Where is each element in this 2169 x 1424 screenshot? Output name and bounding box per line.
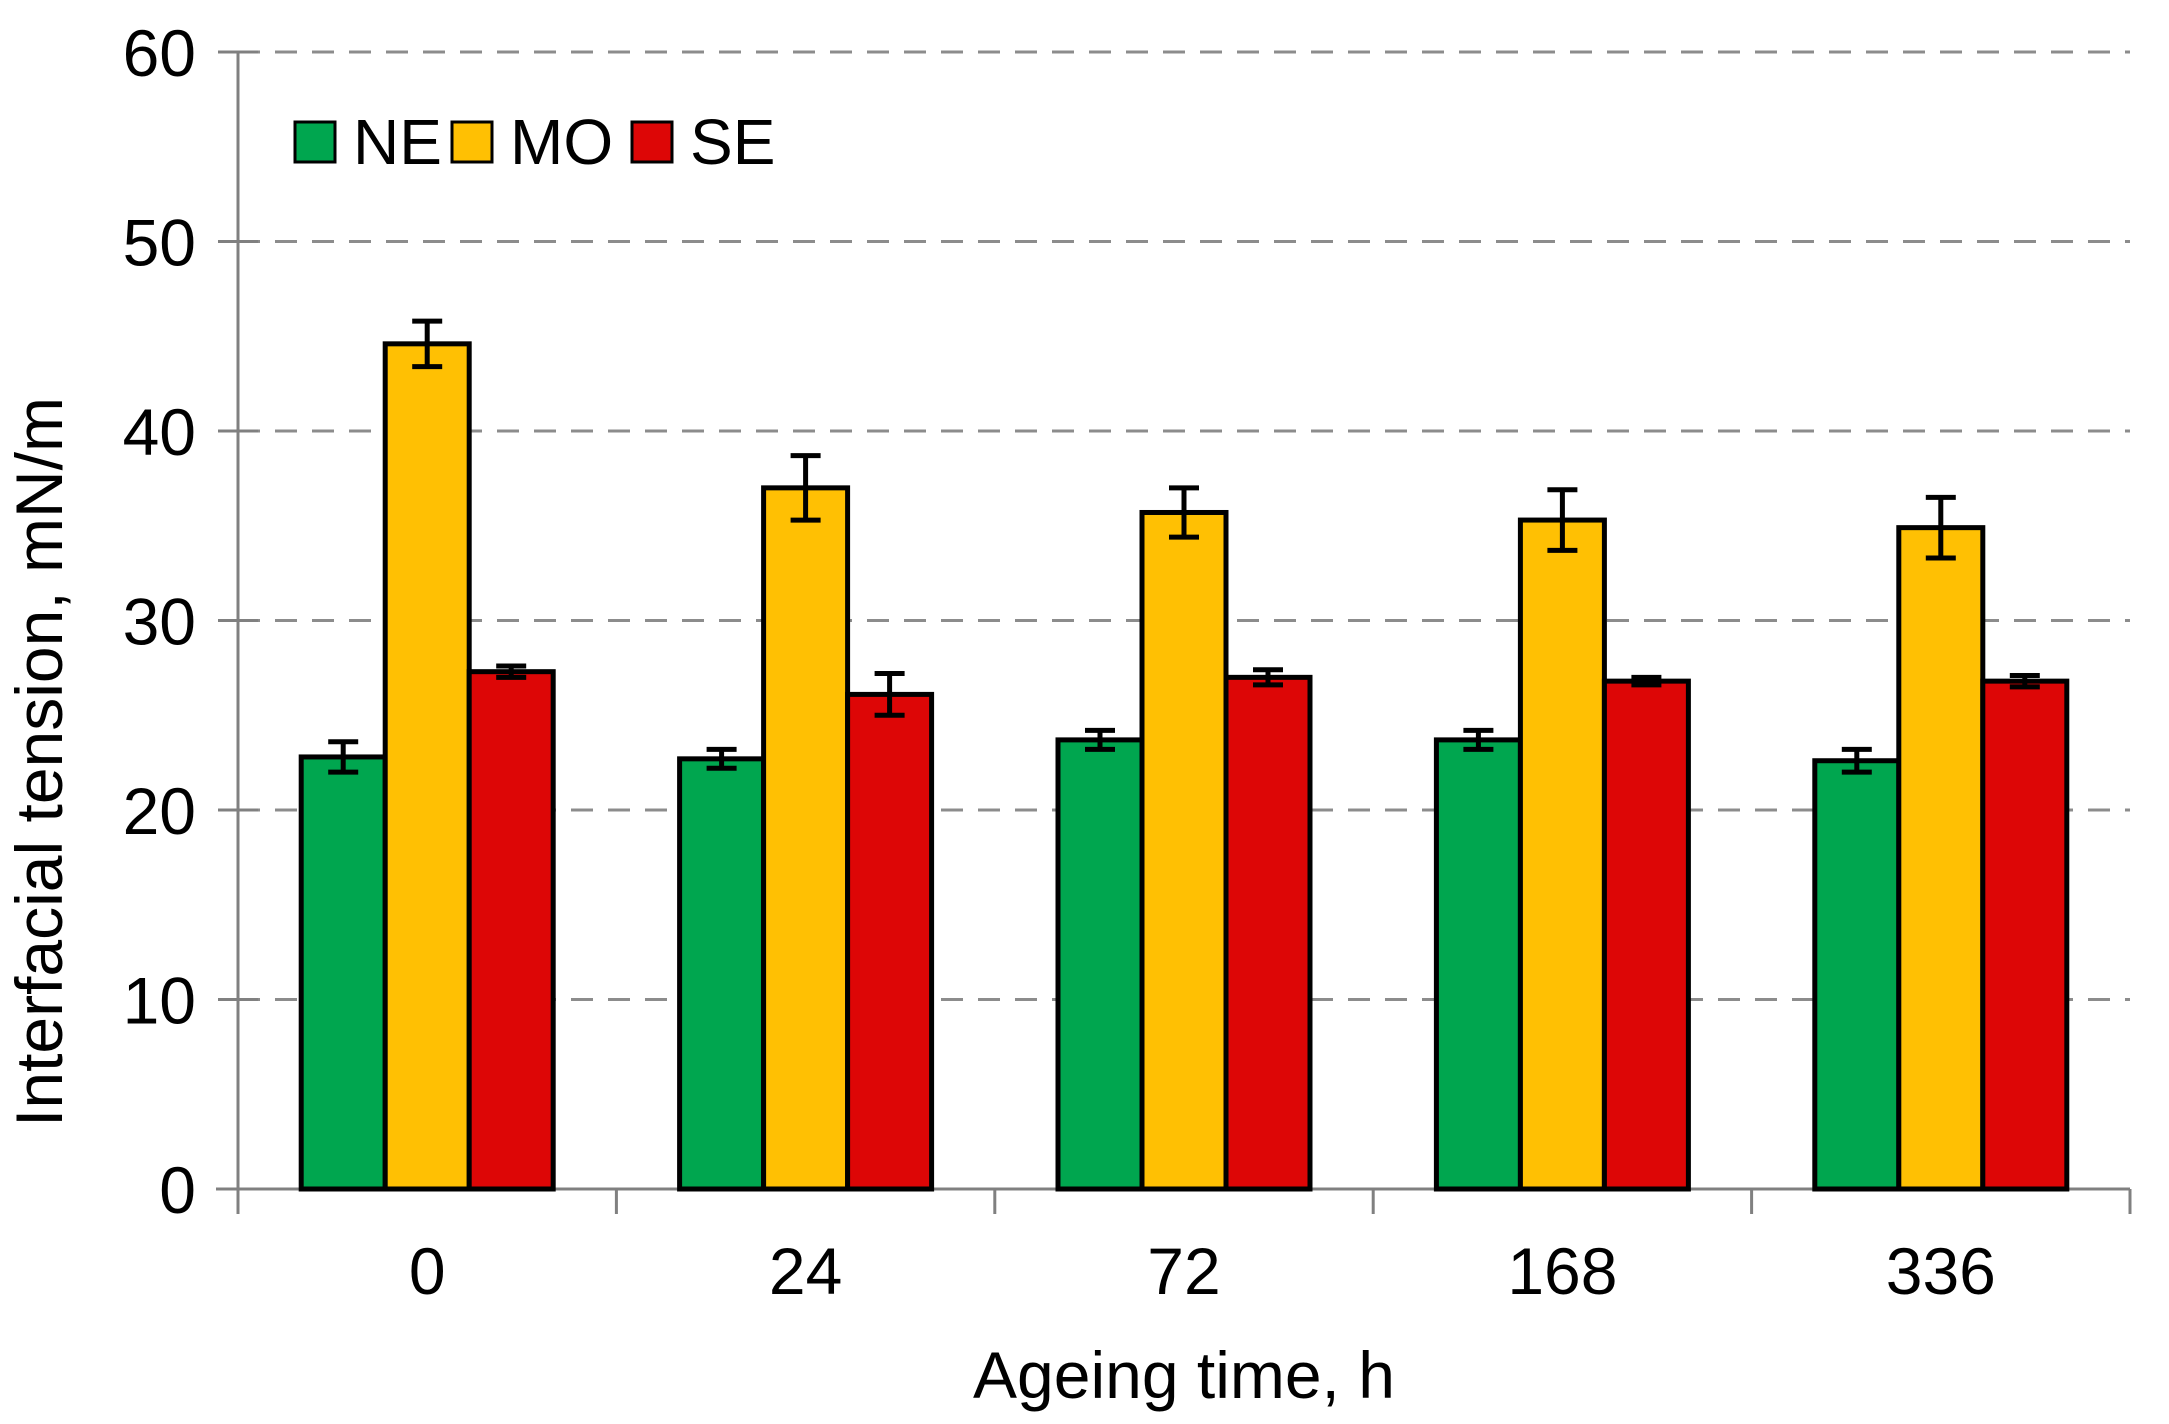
error-bar-SE-24 — [874, 671, 905, 718]
y-tick-label-20: 20 — [123, 774, 196, 848]
legend-item-MO: MO — [450, 106, 613, 178]
bar-SE-168 — [1601, 678, 1691, 1192]
error-bar-SE-168 — [1631, 674, 1662, 688]
error-bar-NE-24 — [706, 746, 737, 771]
bar-MO-24 — [761, 485, 851, 1192]
bars — [298, 341, 2070, 1192]
bar-NE-0 — [298, 754, 388, 1192]
legend-label-SE: SE — [690, 106, 775, 178]
legend-swatch-NE — [293, 120, 337, 164]
error-bar-MO-24 — [790, 453, 821, 523]
x-tick-label-24: 24 — [769, 1234, 842, 1308]
y-tick-label-40: 40 — [123, 395, 196, 469]
bar-NE-336 — [1812, 758, 1902, 1192]
bar-MO-72 — [1139, 509, 1229, 1192]
bar-SE-336 — [1980, 678, 2070, 1192]
bar-MO-336 — [1896, 525, 1986, 1192]
legend-swatch-MO — [450, 120, 494, 164]
error-bar-NE-336 — [1841, 746, 1872, 775]
y-tick-label-10: 10 — [123, 964, 196, 1038]
x-tick-label-168: 168 — [1507, 1234, 1617, 1308]
error-bar-MO-168 — [1547, 487, 1578, 553]
legend-swatch-SE — [630, 120, 674, 164]
legend-item-NE: NE — [293, 106, 442, 178]
error-bar-MO-0 — [412, 318, 443, 370]
error-bar-SE-72 — [1253, 667, 1283, 688]
x-tick-label-336: 336 — [1886, 1234, 1996, 1308]
legend-label-NE: NE — [353, 106, 442, 178]
x-tick-label-72: 72 — [1147, 1234, 1220, 1308]
bar-SE-0 — [466, 669, 556, 1192]
y-tick-label-60: 60 — [123, 16, 196, 90]
y-axis-title: Interfacial tension, mN/m — [2, 397, 76, 1127]
y-tick-label-50: 50 — [123, 206, 196, 280]
bar-MO-168 — [1517, 517, 1607, 1192]
legend-item-SE: SE — [630, 106, 775, 178]
bar-NE-24 — [677, 756, 767, 1192]
error-bar-SE-336 — [2009, 672, 2040, 690]
error-bar-MO-72 — [1169, 485, 1199, 540]
x-axis-title: Ageing time, h — [973, 1338, 1395, 1412]
bar-SE-72 — [1223, 674, 1313, 1192]
x-tick-label-0: 0 — [409, 1234, 446, 1308]
y-tick-label-0: 0 — [159, 1153, 196, 1227]
legend: NE MO SE — [293, 106, 775, 178]
tick-labels: 0 10 20 30 40 50 60 0 24 72 168 336 — [123, 16, 1996, 1308]
error-bar-MO-336 — [1925, 494, 1956, 561]
bar-SE-24 — [845, 691, 935, 1192]
legend-label-MO: MO — [510, 106, 613, 178]
bar-NE-72 — [1055, 737, 1145, 1192]
bar-MO-0 — [382, 341, 472, 1192]
y-tick-label-30: 30 — [123, 585, 196, 659]
bar-NE-168 — [1433, 737, 1523, 1192]
error-bar-NE-168 — [1463, 727, 1494, 752]
error-bars — [328, 318, 2040, 775]
error-bar-NE-0 — [328, 739, 359, 775]
error-bar-SE-0 — [496, 663, 527, 680]
error-bar-NE-72 — [1085, 727, 1115, 752]
